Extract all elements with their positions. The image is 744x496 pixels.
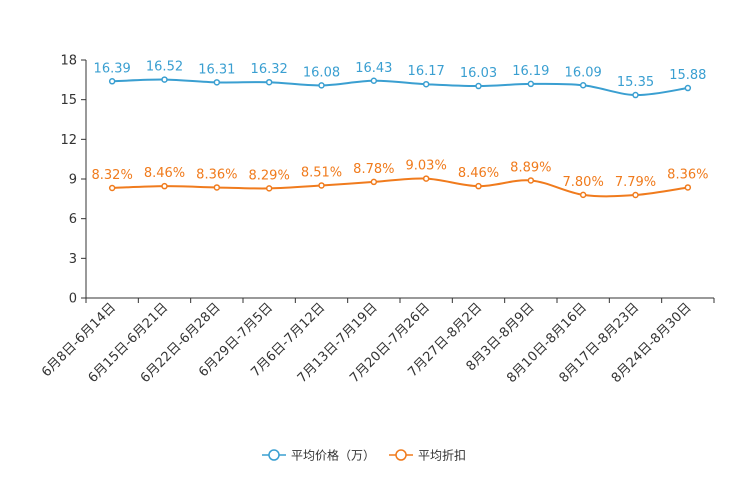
data-point[interactable] xyxy=(684,184,692,191)
data-point[interactable] xyxy=(422,175,430,182)
data-point[interactable] xyxy=(632,91,639,99)
legend-item-2[interactable]: 平均折扣 xyxy=(389,448,466,463)
data-label: 8.36% xyxy=(196,167,237,182)
data-label: 16.17 xyxy=(408,64,445,79)
data-label: 16.32 xyxy=(251,62,288,77)
y-tick-label: 0 xyxy=(69,292,77,307)
series-line xyxy=(112,177,688,198)
data-label: 8.29% xyxy=(249,168,290,183)
data-label: 15.35 xyxy=(617,75,654,90)
data-label: 9.03% xyxy=(406,159,447,174)
data-point[interactable] xyxy=(527,177,535,184)
legend-item-1[interactable]: 平均价格（万） xyxy=(262,448,375,463)
data-point[interactable] xyxy=(527,80,535,88)
series-line xyxy=(112,78,688,97)
data-label: 15.88 xyxy=(669,68,706,83)
data-point[interactable] xyxy=(161,182,168,190)
data-label: 8.32% xyxy=(92,168,133,183)
data-point[interactable] xyxy=(475,82,482,90)
data-label: 16.09 xyxy=(565,65,602,80)
data-label: 16.52 xyxy=(146,60,183,75)
legend[interactable]: 平均价格（万） 平均折扣 xyxy=(262,448,466,463)
y-tick-label: 12 xyxy=(60,133,77,148)
axes: 03691215186月8日-6月14日6月15日-6月21日6月22日-6月2… xyxy=(39,54,715,386)
data-point[interactable] xyxy=(579,191,587,199)
data-point[interactable] xyxy=(370,178,378,186)
data-point[interactable] xyxy=(108,78,116,85)
data-label: 16.31 xyxy=(198,62,235,77)
data-label: 16.39 xyxy=(94,61,131,76)
y-tick-label: 6 xyxy=(69,212,77,227)
data-label: 8.46% xyxy=(144,166,185,181)
legend-label: 平均价格（万） xyxy=(291,448,375,463)
y-tick-label: 3 xyxy=(69,252,77,267)
data-point[interactable] xyxy=(475,182,482,190)
data-label: 8.78% xyxy=(353,162,394,177)
legend-marker-icon xyxy=(395,449,407,461)
data-label: 8.36% xyxy=(667,167,708,182)
data-point[interactable] xyxy=(579,82,587,89)
data-point[interactable] xyxy=(318,182,325,189)
data-point[interactable] xyxy=(265,185,273,192)
y-tick-label: 9 xyxy=(69,173,77,188)
data-point[interactable] xyxy=(161,76,168,83)
data-label: 7.79% xyxy=(615,175,656,190)
data-label: 7.80% xyxy=(563,175,604,190)
data-point[interactable] xyxy=(213,79,221,86)
data-point[interactable] xyxy=(422,80,430,88)
data-point[interactable] xyxy=(370,77,378,85)
data-label: 16.03 xyxy=(460,66,497,81)
y-tick-label: 18 xyxy=(60,54,77,69)
legend-label: 平均折扣 xyxy=(418,448,466,463)
legend-marker-icon xyxy=(268,449,280,461)
data-point[interactable] xyxy=(632,191,639,199)
data-label: 8.46% xyxy=(458,166,499,181)
data-point[interactable] xyxy=(108,184,116,192)
data-label: 16.19 xyxy=(512,64,549,79)
data-point[interactable] xyxy=(684,84,692,92)
data-point[interactable] xyxy=(318,82,325,89)
data-point[interactable] xyxy=(213,184,221,191)
series-1: 16.39 16.52 16.31 16.32 16.08 16.43 16.17 16.03… xyxy=(94,60,706,99)
data-label: 8.51% xyxy=(301,165,342,180)
series-layer: 16.39 16.52 16.31 16.32 16.08 16.43 16.17 16.03… xyxy=(92,60,708,199)
data-point[interactable] xyxy=(265,78,273,86)
y-tick-label: 15 xyxy=(60,93,77,108)
data-label: 16.08 xyxy=(303,65,340,80)
data-label: 16.43 xyxy=(355,61,392,76)
series-2: 8.32% 8.46% 8.36% 8.29% 8.51% 8.78% 9.03% 8.46%… xyxy=(92,159,708,199)
data-label: 8.89% xyxy=(510,160,551,175)
